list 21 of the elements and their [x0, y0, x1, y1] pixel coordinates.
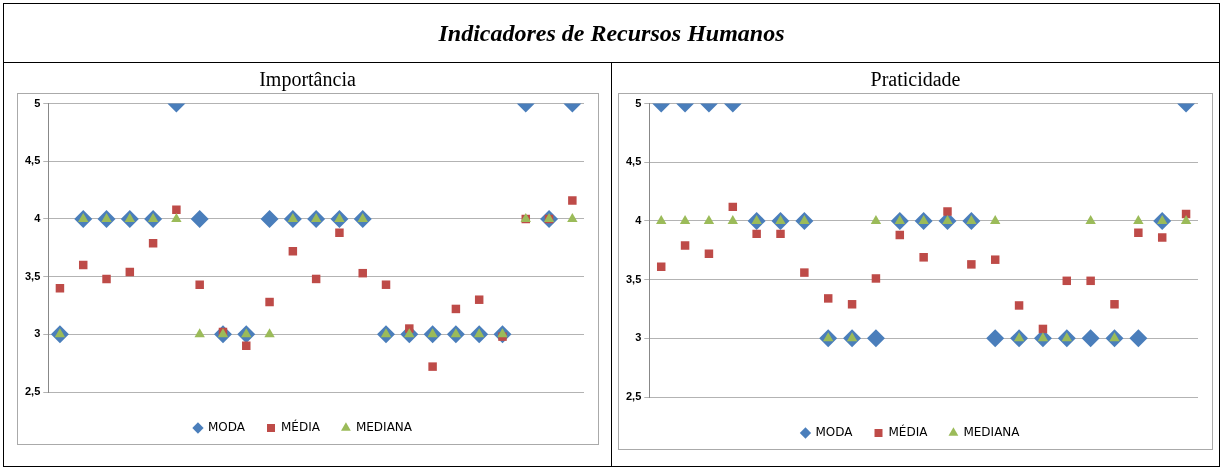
chart-title: Praticidade [870, 67, 961, 91]
legend-label: MÉDIA [888, 424, 929, 440]
y-tick-label: 5 [33, 96, 40, 109]
y-tick-label: 4,5 [24, 154, 40, 167]
chart-title: Importância [259, 67, 356, 91]
y-tick-label: 4,5 [625, 155, 642, 168]
text: Indicadores de Recursos Humanos [438, 19, 785, 47]
legend-label: MÉDIA [280, 419, 321, 435]
y-tick-label: 5 [635, 96, 642, 109]
y-tick-label: 4 [33, 211, 41, 224]
y-tick-label: 2,5 [625, 390, 642, 403]
legend-label: MEDIANA [963, 425, 1021, 440]
y-tick-label: 3,5 [625, 272, 642, 285]
y-tick-label: 3 [635, 331, 642, 344]
legend-label: MODA [207, 420, 246, 435]
y-tick-label: 2,5 [24, 385, 40, 398]
legend-label: MEDIANA [355, 420, 413, 435]
y-tick-label: 3,5 [24, 269, 40, 282]
legend-label: MODA [815, 425, 854, 440]
y-tick-label: 4 [635, 213, 643, 226]
y-tick-label: 3 [33, 327, 40, 340]
